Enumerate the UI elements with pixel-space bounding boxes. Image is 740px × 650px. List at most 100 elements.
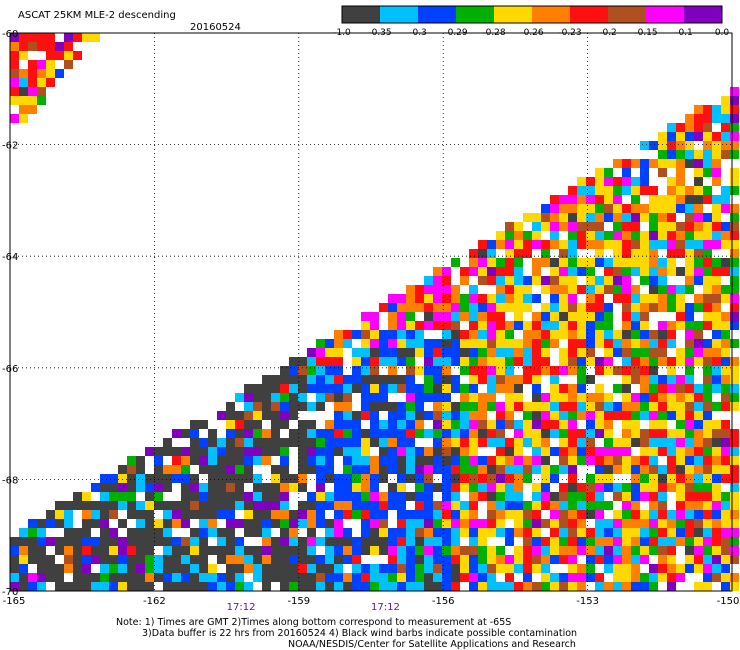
data-cell [685,375,694,384]
data-cell [658,555,667,564]
data-cell [100,546,109,555]
data-cell [19,69,28,78]
data-cell [307,555,316,564]
data-cell [487,564,496,573]
data-cell [532,231,541,240]
data-cell [10,42,19,51]
data-cell [730,456,739,465]
data-cell [280,564,289,573]
data-cell [136,537,145,546]
data-cell [109,510,118,519]
data-cell [568,384,577,393]
data-cell [469,510,478,519]
data-cell [136,474,145,483]
data-cell [622,537,631,546]
data-cell [667,447,676,456]
data-cell [235,546,244,555]
data-cell [712,177,721,186]
data-cell [595,456,604,465]
data-cell [100,510,109,519]
data-cell [694,510,703,519]
data-cell [64,33,73,42]
data-cell [685,123,694,132]
data-cell [541,483,550,492]
data-cell [19,546,28,555]
data-cell [208,528,217,537]
data-cell [550,429,559,438]
data-cell [397,555,406,564]
data-cell [640,141,649,150]
data-cell [172,447,181,456]
data-cell [424,294,433,303]
data-cell [163,465,172,474]
data-cell [550,240,559,249]
data-cell [694,240,703,249]
data-cell [604,420,613,429]
data-cell [730,249,739,258]
data-cell [559,447,568,456]
data-cell [370,519,379,528]
data-cell [523,438,532,447]
latitude-tick-label: -70 [2,587,18,598]
data-cell [46,60,55,69]
data-cell [496,546,505,555]
data-cell [703,159,712,168]
data-cell [712,276,721,285]
data-cell [325,501,334,510]
data-cell [712,375,721,384]
data-cell [361,438,370,447]
data-cell [334,339,343,348]
data-cell [397,402,406,411]
data-cell [316,348,325,357]
data-cell [442,510,451,519]
data-cell [244,510,253,519]
data-cell [523,375,532,384]
data-cell [568,294,577,303]
data-cell [127,456,136,465]
data-cell [658,204,667,213]
data-cell [262,492,271,501]
data-cell [541,519,550,528]
data-cell [199,456,208,465]
data-cell [496,339,505,348]
data-cell [658,465,667,474]
data-cell [334,447,343,456]
data-cell [532,465,541,474]
data-cell [289,582,298,591]
data-cell [505,465,514,474]
data-cell [478,456,487,465]
data-cell [541,501,550,510]
data-cell [244,519,253,528]
data-cell [352,474,361,483]
data-cell [613,204,622,213]
data-cell [100,501,109,510]
data-cell [433,555,442,564]
data-cell [685,195,694,204]
data-cell [469,555,478,564]
data-cell [505,339,514,348]
data-cell [667,582,676,591]
data-cell [649,348,658,357]
data-cell [694,177,703,186]
data-cell [730,546,739,555]
data-cell [676,240,685,249]
data-cell [19,537,28,546]
data-cell [37,546,46,555]
data-cell [730,267,739,276]
data-cell [523,231,532,240]
data-cell [622,492,631,501]
data-cell [415,411,424,420]
data-cell [433,456,442,465]
data-cell [703,393,712,402]
data-cell [64,555,73,564]
data-cell [406,447,415,456]
data-cell [208,582,217,591]
data-cell [10,69,19,78]
data-cell [532,321,541,330]
data-cell [388,339,397,348]
data-cell [559,276,568,285]
data-cell [595,546,604,555]
data-cell [586,564,595,573]
data-cell [154,447,163,456]
data-cell [514,258,523,267]
